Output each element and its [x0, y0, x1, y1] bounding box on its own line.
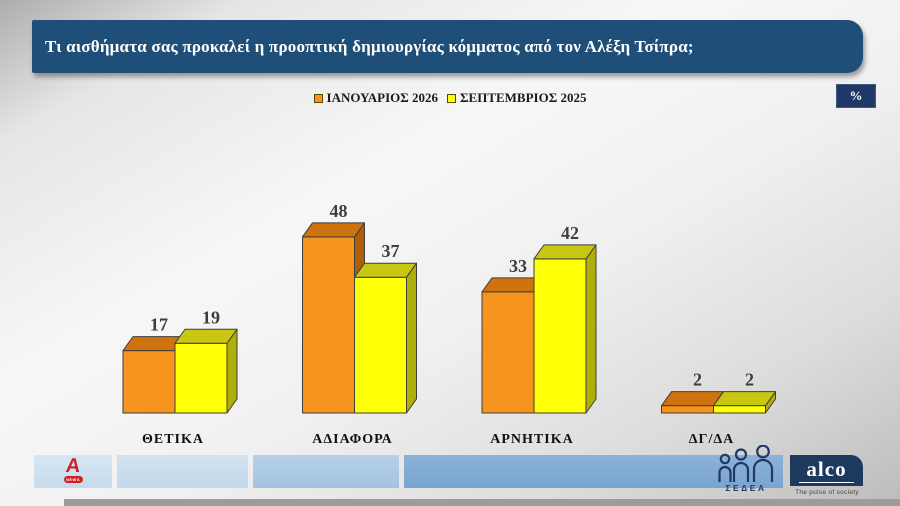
- value-label-s0: 33: [509, 256, 527, 276]
- legend-swatch-orange: [313, 93, 323, 103]
- bar-top-s0: [302, 222, 365, 238]
- alpha-letter: A: [64, 455, 82, 477]
- bar-side-s1: [585, 244, 597, 414]
- alco-tagline: The pulse of society: [795, 489, 859, 496]
- legend-entry-january-2026: ΙΑΝΟΥΑΡΙΟΣ 2026: [313, 90, 439, 106]
- bar-front-s0: [302, 236, 355, 414]
- bar-front-s1: [354, 276, 407, 414]
- legend-label: ΣΕΠΤΕΜΒΡΙΟΣ 2025: [460, 90, 587, 105]
- percent-unit-badge: %: [836, 84, 876, 108]
- value-label-s1: 19: [202, 307, 220, 327]
- legend-entry-september-2025: ΣΕΠΤΕΜΒΡΙΟΣ 2025: [447, 90, 586, 106]
- bar-front-s1: [533, 258, 587, 414]
- alco-logo: alco: [790, 455, 863, 486]
- bar-side-s1: [406, 262, 417, 414]
- percent-unit-label: %: [849, 88, 863, 103]
- value-label-s1: 37: [382, 241, 400, 261]
- alpha-news-badge: NEWS: [63, 476, 83, 483]
- value-label-s1: 2: [745, 370, 754, 390]
- alco-logo-underline: [799, 481, 854, 483]
- sedea-label: ΣΕΔΕΑ: [725, 483, 767, 493]
- category-label: ΑΔΙΑΦΟΡΑ: [312, 432, 393, 447]
- value-label-s0: 17: [150, 315, 168, 335]
- value-label-s0: 2: [693, 370, 702, 390]
- bar-top-s0: [661, 391, 724, 407]
- bar-top-s1: [713, 391, 776, 407]
- bar-top-s1: [174, 328, 238, 344]
- alco-logo-text: alco: [806, 457, 847, 481]
- alpha-news-logo: A NEWS: [59, 455, 87, 483]
- footer-accent-strip-3: [253, 455, 399, 488]
- value-label-s0: 48: [330, 201, 348, 221]
- value-label-s1: 42: [561, 223, 579, 243]
- category-label: ΑΡΝΗΤΙΚΑ: [490, 432, 573, 447]
- question-title: Τι αισθήματα σας προκαλεί η προοπτική δη…: [45, 36, 694, 56]
- legend-swatch-yellow: [447, 93, 457, 103]
- footer-accent-strip-2: [117, 455, 248, 488]
- question-title-bar: Τι αισθήματα σας προκαλεί η προοπτική δη…: [32, 20, 863, 73]
- bar-front-s0: [122, 350, 176, 414]
- bar-top-s1: [354, 262, 417, 278]
- chart-legend: ΙΑΝΟΥΑΡΙΟΣ 2026 ΣΕΠΤΕΜΒΡΙΟΣ 2025: [0, 90, 900, 106]
- sedea-people-icon: [718, 445, 774, 482]
- bar-front-s1: [174, 342, 228, 414]
- bar-front-s0: [481, 291, 535, 414]
- bar-front-s0: [661, 405, 714, 414]
- category-label: ΔΓ/ΔΑ: [689, 432, 734, 447]
- legend-label: ΙΑΝΟΥΑΡΙΟΣ 2026: [326, 90, 439, 105]
- slide-bottom-shadow: [64, 499, 900, 506]
- bar-front-s1: [713, 405, 766, 414]
- category-label: ΘΕΤΙΚΑ: [142, 432, 204, 447]
- bar-top-s1: [533, 244, 597, 260]
